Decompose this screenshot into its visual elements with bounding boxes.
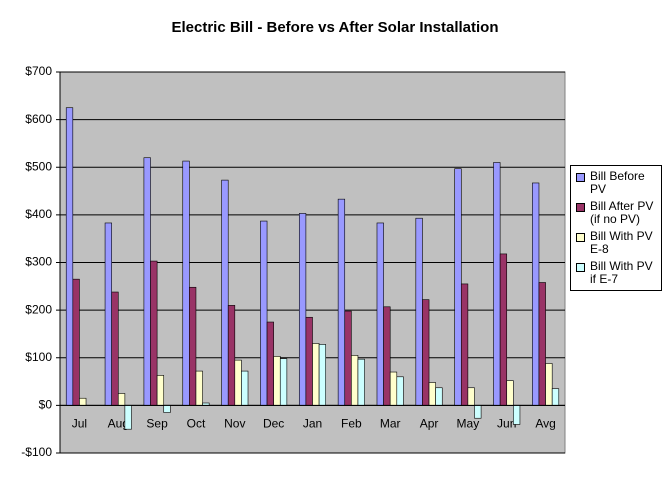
chart-title: Electric Bill - Before vs After Solar In… [171,19,498,36]
bar [551,388,560,406]
legend-item: Bill After PV (if no PV) [571,198,661,228]
legend-swatch [576,263,585,272]
bar [351,355,359,406]
x-tick-label: Dec [263,417,284,431]
bar [117,393,126,406]
x-tick-label: May [457,417,480,431]
bar [357,358,365,406]
bar [189,286,197,406]
legend-swatch [576,233,585,242]
legend-item: Bill With PV if E-7 [571,258,661,288]
x-tick-label: Feb [341,417,362,431]
bar [221,179,229,406]
bar [241,370,249,406]
x-tick-label: Jul [72,417,87,431]
bar [312,343,320,406]
x-tick-label: Jan [303,417,322,431]
x-tick-label: Oct [187,417,206,431]
bar [150,260,158,406]
x-tick-label: Nov [224,417,245,431]
bar [454,168,462,406]
y-tick-label: $0 [39,398,53,412]
legend-swatch [576,173,585,182]
legend-label: Bill With PV E-8 [590,229,653,256]
bar [72,278,80,406]
bar [195,370,203,406]
y-tick-label: $100 [25,350,52,364]
legend-label: Bill With PV if E-7 [590,259,653,286]
bar [344,310,352,406]
bar [532,182,540,406]
x-tick-label: Aug [108,417,129,431]
bar [422,299,430,406]
bar [538,282,546,406]
bar [163,405,171,413]
bar [545,363,553,406]
legend-label: Bill Before PV [590,169,645,196]
x-tick-label: Apr [420,417,439,431]
bar [435,387,443,406]
bar [474,405,482,419]
bar [298,213,307,406]
bar [111,291,119,406]
y-tick-label: $500 [25,159,52,173]
y-tick-label: $600 [25,112,52,126]
bar [227,305,236,406]
bar [337,198,346,406]
bar [305,316,313,406]
y-tick-label: -$100 [21,445,52,459]
legend-swatch [576,203,585,212]
bar [104,222,112,406]
bar [396,376,404,406]
bar [428,382,436,406]
x-tick-label: Sep [146,417,168,431]
bar [499,253,508,406]
bar [415,217,423,406]
bar [273,356,281,406]
y-tick-label: $200 [25,302,52,316]
bar [493,162,501,406]
bar [156,375,165,406]
bar [279,358,288,406]
legend-item: Bill Before PV [571,168,661,198]
x-tick-label: Avg [535,417,555,431]
x-tick-label: Jun [497,417,516,431]
legend: Bill Before PV Bill After PV (if no PV) Bi… [570,165,662,291]
bar [383,306,391,406]
bar [266,321,274,406]
bar [506,380,514,406]
bar [260,220,268,406]
bar [467,387,475,406]
bar [234,359,242,406]
y-tick-label: $700 [25,64,52,78]
x-tick-label: Mar [380,417,401,431]
bar [79,397,87,406]
bar [124,405,132,430]
bar [65,107,74,406]
bar [460,283,469,406]
bar [182,160,190,406]
bar [376,222,384,406]
bar [318,344,327,406]
legend-label: Bill After PV (if no PV) [590,199,654,226]
bar [143,157,151,406]
y-tick-label: $300 [25,255,52,269]
y-tick-label: $400 [25,207,52,221]
bar [389,371,398,406]
bar [513,405,521,425]
legend-item: Bill With PV E-8 [571,228,661,258]
